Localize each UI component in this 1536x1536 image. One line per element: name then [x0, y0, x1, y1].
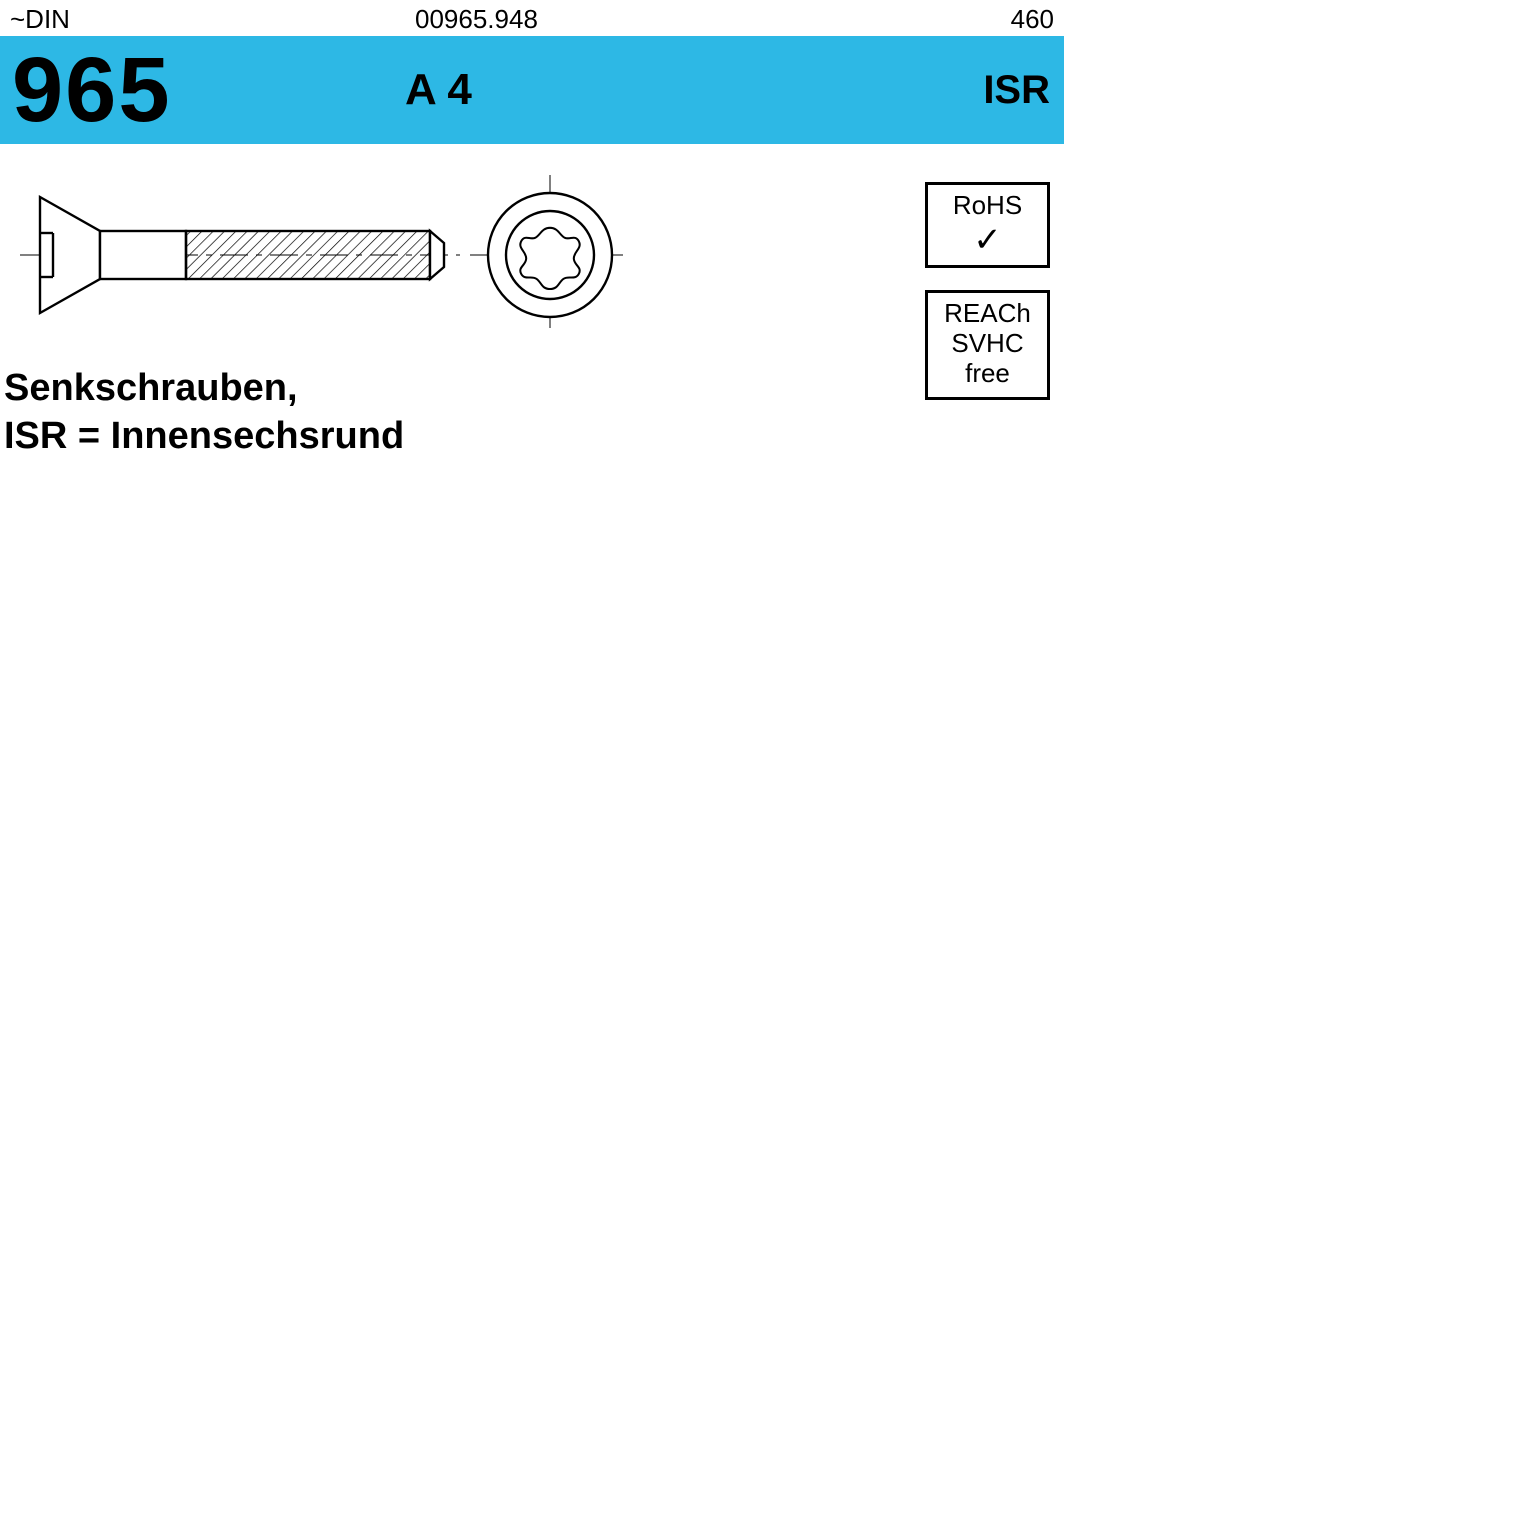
desc-line-1: Senkschrauben, — [4, 365, 404, 413]
check-icon: ✓ — [932, 223, 1043, 257]
meta-right: 460 — [1011, 4, 1054, 35]
meta-row: ~DIN 00965.948 460 — [10, 4, 1054, 35]
banner-drive: ISR — [983, 68, 1050, 113]
rohs-label: RoHS — [953, 190, 1022, 220]
banner-material: A 4 — [405, 65, 472, 115]
description: Senkschrauben, ISR = Innensechsrund — [4, 365, 404, 460]
reach-line-2: SVHC — [951, 328, 1023, 358]
reach-line-1: REACh — [944, 298, 1031, 328]
spec-card: ~DIN 00965.948 460 965 A 4 ISR — [0, 0, 1064, 1064]
rohs-badge: RoHS ✓ — [925, 182, 1050, 268]
compliance-column: RoHS ✓ REACh SVHC free — [925, 182, 1050, 400]
desc-line-2: ISR = Innensechsrund — [4, 413, 404, 461]
technical-drawing — [20, 175, 720, 335]
meta-left: ~DIN — [10, 4, 70, 35]
meta-center: 00965.948 — [415, 4, 538, 35]
reach-line-3: free — [965, 358, 1010, 388]
banner-din-number: 965 — [12, 38, 172, 143]
banner: 965 A 4 ISR — [0, 36, 1064, 144]
reach-badge: REACh SVHC free — [925, 290, 1050, 400]
